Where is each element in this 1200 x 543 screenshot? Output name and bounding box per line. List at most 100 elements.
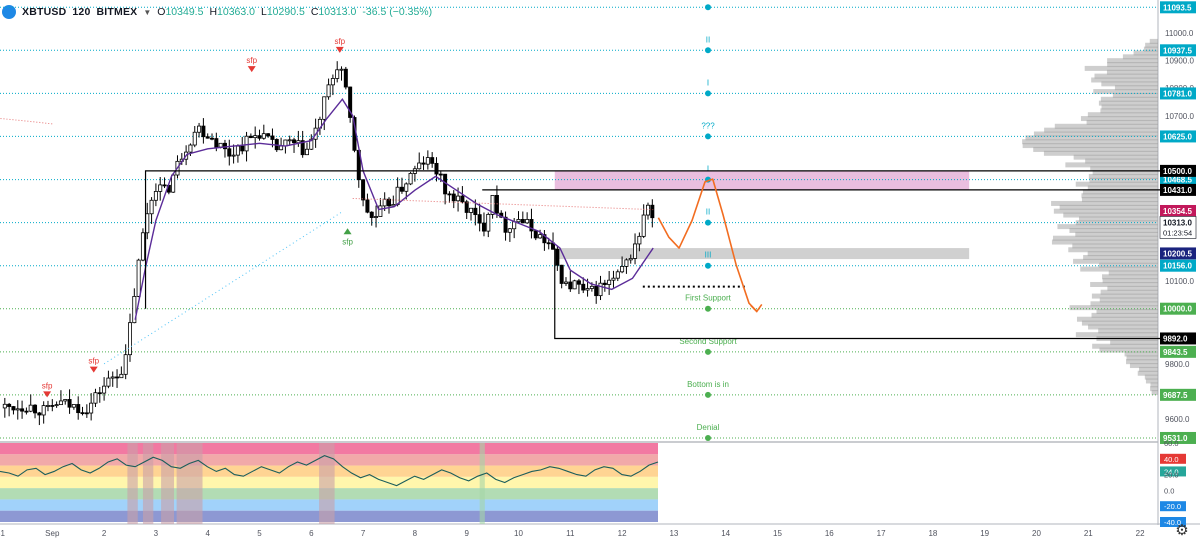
candle [620, 256, 625, 274]
level-label: I [707, 78, 709, 87]
candle-body [123, 354, 128, 375]
candle [421, 156, 426, 170]
volume-profile-bar [1137, 370, 1158, 376]
osc-level-text: 20.0 [1164, 471, 1179, 480]
candle-body [171, 174, 176, 193]
candle [33, 404, 38, 419]
exchange-label[interactable]: BITMEX [96, 6, 138, 18]
candle-body [451, 193, 456, 202]
y-tick-label: 9600.0 [1165, 415, 1190, 424]
level-price-text: 11093.5 [1163, 3, 1192, 12]
osc-level-text: -20.0 [1164, 502, 1181, 511]
x-tick-label: 11 [566, 529, 575, 538]
osc-highlight [127, 443, 138, 524]
candle [127, 313, 132, 362]
volume-profile-bar [1044, 127, 1158, 133]
candle-body [404, 183, 409, 192]
interval-label[interactable]: 120 [72, 6, 91, 18]
volume-profile-bar [1089, 177, 1158, 183]
volume-profile-bar [1043, 150, 1158, 156]
candle [624, 258, 629, 274]
candle [503, 211, 508, 241]
volume-profile-bar [1101, 104, 1158, 110]
range-top-line [144, 170, 1172, 309]
candle [149, 197, 154, 224]
candle-body [197, 125, 202, 133]
candle-body [594, 285, 599, 297]
symbol-logo-icon [2, 5, 16, 19]
volume-profile-bar [1075, 332, 1158, 338]
volume-profile-bar [1075, 181, 1158, 187]
volume-profile-bar [1150, 382, 1158, 388]
y-tick-label: 10900.0 [1165, 57, 1194, 66]
candle-body [28, 404, 33, 412]
candle [490, 194, 495, 219]
x-tick-label: 19 [980, 529, 989, 538]
candle [563, 277, 568, 286]
level-label: I [707, 165, 709, 174]
candle [41, 401, 46, 424]
volume-profile-bar [1057, 224, 1158, 230]
sfp-label: sfp [42, 381, 53, 390]
level-price-badge [1160, 388, 1196, 401]
candle-body [481, 222, 486, 232]
candle-body [15, 408, 20, 411]
x-tick-label: 16 [825, 529, 834, 538]
candle-body [365, 199, 370, 213]
close-value: 10313.0 [318, 6, 357, 18]
candle [80, 406, 85, 416]
sfp-label: sfp [88, 357, 99, 366]
candle [309, 134, 314, 150]
candle [568, 271, 573, 292]
volume-profile-bar [1092, 343, 1158, 349]
osc-highlight [176, 443, 203, 524]
candle-body [287, 139, 292, 142]
volume-profile-bar [1087, 251, 1158, 257]
symbol-name[interactable]: XBTUSD [22, 6, 67, 18]
candle [473, 199, 478, 226]
candle-body [248, 135, 253, 139]
candle-body [89, 402, 94, 414]
candle [335, 61, 340, 83]
volume-profile-bar [1090, 301, 1158, 307]
chevron-down-icon[interactable]: ▼ [143, 7, 152, 17]
x-tick-label: 14 [721, 529, 730, 538]
symbol-header: XBTUSD 120 BITMEX ▼ O10349.5 H10363.0 L1… [2, 2, 432, 22]
volume-profile-bar [1110, 339, 1158, 345]
open-label: O [157, 6, 166, 18]
candle-body [391, 204, 396, 207]
projection-path [657, 178, 758, 313]
candle [339, 66, 344, 81]
candle [45, 400, 50, 412]
candle-body [24, 410, 29, 413]
volume-profile-bar [1091, 312, 1158, 318]
candle-body [63, 399, 68, 402]
close-label: C [310, 6, 319, 18]
candle-body [227, 148, 232, 157]
volume-profile-bar [1149, 38, 1158, 44]
level-dot [705, 133, 711, 140]
candle [447, 191, 452, 203]
level-price-badge [1160, 345, 1196, 358]
level-price-text: 10625.0 [1163, 132, 1192, 141]
candle-body [386, 198, 391, 207]
oscillator-line [0, 455, 659, 487]
candle-body [516, 219, 521, 223]
volume-profile-bar [1059, 204, 1158, 210]
candle-body [339, 68, 344, 71]
candle [89, 393, 94, 421]
level-price-text: 9687.5 [1163, 391, 1188, 400]
candle-body [637, 235, 642, 245]
candle-body [512, 221, 517, 230]
volume-profile-bar [1144, 374, 1158, 380]
candle-body [641, 214, 646, 237]
sfp-label: sfp [246, 56, 257, 65]
axis-badge [1160, 247, 1196, 260]
candle-body [97, 392, 102, 395]
settings-gear-icon[interactable]: ⚙ [1175, 522, 1189, 539]
candle-body [231, 154, 236, 157]
volume-profile-bar [1022, 139, 1158, 145]
level-dot [705, 90, 711, 97]
candle [615, 269, 620, 282]
